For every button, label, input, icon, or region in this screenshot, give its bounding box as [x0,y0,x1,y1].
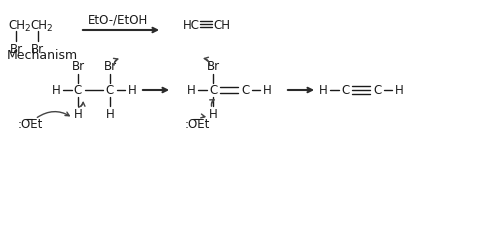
Text: Br: Br [104,60,117,73]
Text: CH: CH [30,18,47,32]
Text: H: H [262,84,272,97]
Text: H: H [394,84,404,97]
Text: :OEt: :OEt [185,118,210,131]
Text: :OEt: :OEt [18,118,44,131]
Text: 2: 2 [46,23,52,32]
Text: Br: Br [31,42,44,55]
Text: H: H [318,84,328,97]
Text: Br: Br [10,42,23,55]
Text: H: H [74,107,82,120]
Text: H: H [186,84,196,97]
Text: C: C [241,84,249,97]
Text: EtO-/EtOH: EtO-/EtOH [88,13,148,26]
Text: Br: Br [206,60,220,73]
Text: H: H [106,107,114,120]
Text: HC: HC [183,18,200,32]
Text: CH: CH [213,18,230,32]
Text: H: H [208,107,218,120]
Text: C: C [74,84,82,97]
Text: Mechanism: Mechanism [7,48,78,61]
Text: C: C [106,84,114,97]
Text: C: C [373,84,381,97]
Text: 2: 2 [24,23,30,32]
Text: Br: Br [72,60,85,73]
Text: CH: CH [8,18,25,32]
Text: H: H [52,84,60,97]
Text: H: H [128,84,136,97]
Text: C: C [341,84,349,97]
Text: C: C [209,84,217,97]
